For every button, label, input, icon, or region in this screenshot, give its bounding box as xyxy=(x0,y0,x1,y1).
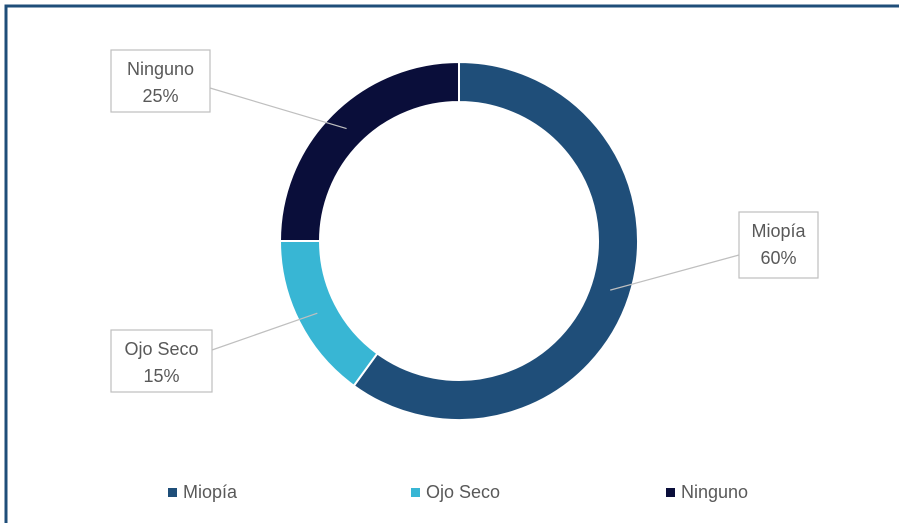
callout-category: Ojo Seco xyxy=(124,339,198,359)
leader-line xyxy=(209,87,347,130)
legend-swatch xyxy=(666,488,675,497)
callout-value: 25% xyxy=(142,86,178,106)
callout-category: Miopía xyxy=(751,221,806,241)
legend-swatch xyxy=(411,488,420,497)
callout-category: Ninguno xyxy=(127,59,194,79)
callout-value: 15% xyxy=(143,366,179,386)
callout-value: 60% xyxy=(760,248,796,268)
frame xyxy=(4,4,899,523)
legend-swatch xyxy=(168,488,177,497)
legend-label: Ninguno xyxy=(681,482,748,502)
legend-label: Miopía xyxy=(183,482,238,502)
callout-box xyxy=(110,49,211,113)
leader-line xyxy=(610,254,740,291)
donut-slice xyxy=(352,60,639,421)
legend-label: Ojo Seco xyxy=(426,482,500,502)
callout-box xyxy=(738,211,819,279)
donut-slice xyxy=(278,60,460,242)
leader-line xyxy=(211,312,318,351)
callout-box xyxy=(110,329,213,393)
donut-slice xyxy=(278,240,379,388)
